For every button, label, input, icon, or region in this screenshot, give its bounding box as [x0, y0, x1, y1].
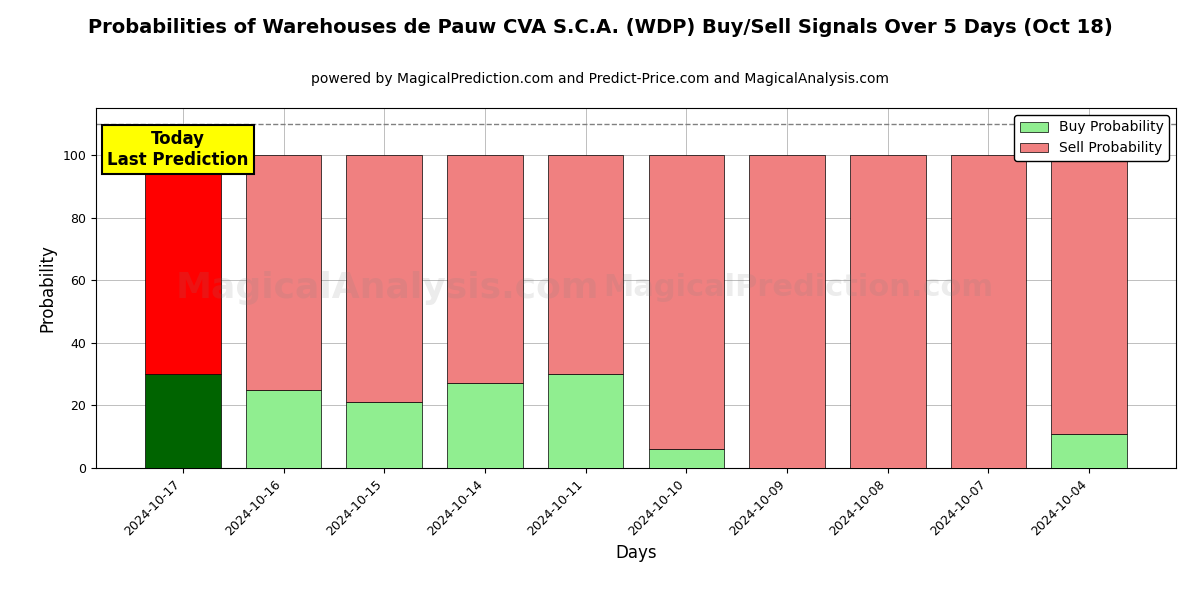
Bar — [548, 374, 624, 468]
Text: Today
Last Prediction: Today Last Prediction — [107, 130, 248, 169]
Bar — [145, 374, 221, 468]
X-axis label: Days: Days — [616, 544, 656, 562]
Bar — [347, 402, 422, 468]
Text: Probabilities of Warehouses de Pauw CVA S.C.A. (WDP) Buy/Sell Signals Over 5 Day: Probabilities of Warehouses de Pauw CVA … — [88, 18, 1112, 37]
Bar — [548, 155, 624, 374]
Bar — [347, 155, 422, 402]
Bar — [246, 155, 322, 390]
Text: MagicalAnalysis.com: MagicalAnalysis.com — [176, 271, 599, 305]
Bar — [648, 449, 724, 468]
Bar — [145, 155, 221, 374]
Bar — [850, 155, 925, 468]
Bar — [448, 383, 523, 468]
Y-axis label: Probability: Probability — [38, 244, 56, 332]
Bar — [246, 390, 322, 468]
Bar — [448, 155, 523, 383]
Legend: Buy Probability, Sell Probability: Buy Probability, Sell Probability — [1014, 115, 1169, 161]
Bar — [1051, 155, 1127, 434]
Bar — [1051, 434, 1127, 468]
Bar — [950, 155, 1026, 468]
Bar — [749, 155, 824, 468]
Bar — [648, 155, 724, 449]
Text: powered by MagicalPrediction.com and Predict-Price.com and MagicalAnalysis.com: powered by MagicalPrediction.com and Pre… — [311, 72, 889, 86]
Text: MagicalPrediction.com: MagicalPrediction.com — [602, 274, 994, 302]
